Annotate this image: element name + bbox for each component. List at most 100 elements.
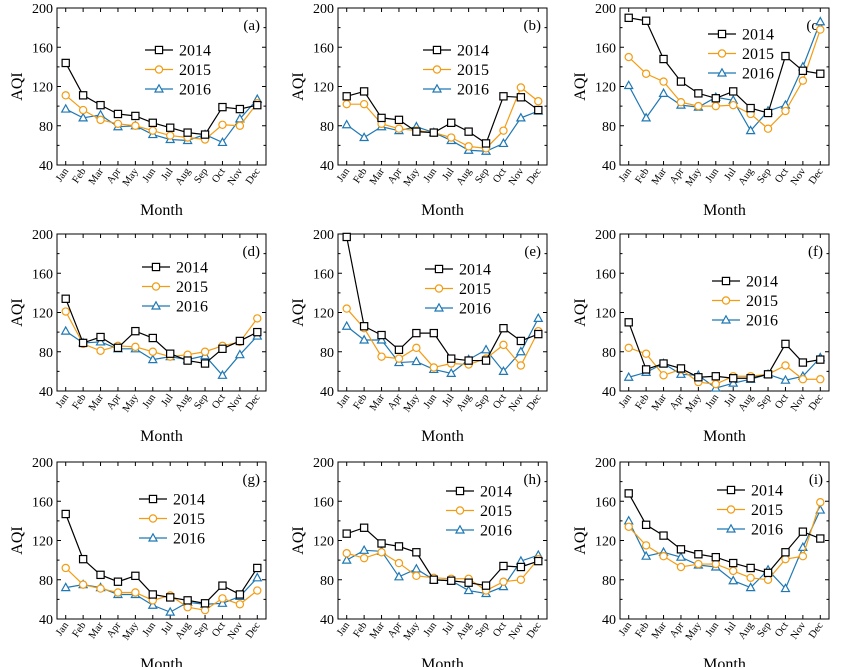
plot-frame xyxy=(56,233,267,392)
data-point-2015 xyxy=(729,100,738,110)
y-tick-label: 120 xyxy=(32,535,53,550)
legend-label: 2016 xyxy=(742,66,774,83)
x-tick-label: Sep xyxy=(473,620,491,639)
series-2014 xyxy=(61,294,262,368)
data-point-2014 xyxy=(464,356,473,365)
data-point-2014 xyxy=(464,127,473,136)
data-point-2014 xyxy=(481,581,491,590)
data-point-2016 xyxy=(498,137,509,148)
x-tick-label: May xyxy=(684,620,704,643)
data-point-2015 xyxy=(412,571,421,581)
x-tick-label: Mar xyxy=(650,392,669,413)
data-point-2014 xyxy=(235,336,245,346)
x-tick-label: Jan xyxy=(54,166,71,184)
data-point-2014 xyxy=(342,529,351,538)
legend: 2014 2015 2016 xyxy=(712,274,778,330)
x-tick-label: Feb xyxy=(634,166,652,185)
data-point-2015 xyxy=(148,347,157,356)
data-point-2016 xyxy=(147,599,158,609)
x-tick-label: Oct xyxy=(210,392,228,411)
data-point-2016 xyxy=(217,369,228,379)
data-point-2014 xyxy=(200,130,210,139)
legend-label: 2014 xyxy=(179,43,211,60)
legend-label: 2016 xyxy=(457,82,489,99)
series-2014 xyxy=(624,489,825,578)
data-point-2014 xyxy=(624,13,633,23)
x-tick-label: Dec xyxy=(807,392,826,412)
data-point-2015 xyxy=(781,361,790,370)
data-point-2015 xyxy=(516,83,526,92)
data-point-2016 xyxy=(675,368,686,378)
data-point-2016 xyxy=(376,334,387,344)
x-tick-label: May xyxy=(121,620,141,643)
data-point-2014 xyxy=(816,534,825,543)
panel-label: (d) xyxy=(243,244,261,260)
y-axis-title: AQI xyxy=(290,72,307,100)
data-point-2014 xyxy=(377,330,386,340)
data-point-2014 xyxy=(218,102,227,112)
data-point-2014 xyxy=(534,105,543,115)
y-tick-label: 80 xyxy=(39,120,53,135)
x-tick-label: Jun xyxy=(141,620,159,639)
legend-label: 2016 xyxy=(751,522,783,539)
x-tick-label: Sep xyxy=(192,392,210,411)
y-tick-label: 120 xyxy=(595,307,616,322)
x-tick-label: Aug xyxy=(455,166,475,188)
x-tick-label: Feb xyxy=(352,620,370,639)
data-point-2016 xyxy=(623,80,634,90)
data-point-2014 xyxy=(394,345,404,354)
x-tick-label: Sep xyxy=(192,166,210,185)
data-point-2016 xyxy=(745,582,756,592)
data-point-2015 xyxy=(798,76,808,85)
legend-marker xyxy=(433,302,445,312)
data-point-2014 xyxy=(659,359,668,368)
series-2014 xyxy=(61,509,262,608)
data-point-2014 xyxy=(359,523,369,532)
data-point-2015 xyxy=(166,131,175,140)
y-axis-title: AQI xyxy=(9,526,26,554)
data-point-2014 xyxy=(694,89,703,98)
data-point-2015 xyxy=(61,307,70,316)
x-axis-title: Month xyxy=(140,656,183,667)
data-point-2014 xyxy=(78,554,88,564)
y-axis-title: AQI xyxy=(9,72,26,100)
series-line-2016 xyxy=(65,330,258,377)
x-tick-label: Sep xyxy=(755,166,773,185)
data-point-2016 xyxy=(728,575,739,585)
data-point-2014 xyxy=(200,599,210,608)
x-tick-label: Dec xyxy=(244,166,263,186)
data-point-2015 xyxy=(394,558,404,568)
legend-label: 2014 xyxy=(480,484,512,501)
data-point-2014 xyxy=(412,127,421,136)
series-2014 xyxy=(342,232,543,365)
data-point-2014 xyxy=(659,531,668,540)
series-2015 xyxy=(624,498,825,584)
data-point-2014 xyxy=(763,370,773,379)
x-tick-label: May xyxy=(402,392,422,415)
x-tick-label: May xyxy=(402,620,422,643)
data-point-2015 xyxy=(659,552,668,561)
data-point-2014 xyxy=(235,590,245,599)
data-point-2016 xyxy=(393,571,404,581)
data-point-2015 xyxy=(624,52,633,62)
x-tick-label: Nov xyxy=(789,166,809,188)
legend-marker xyxy=(726,485,736,495)
y-tick-label: 80 xyxy=(320,120,334,135)
x-tick-label: Jan xyxy=(617,392,634,410)
x-axis-title: Month xyxy=(703,202,746,219)
x-tick-label: Dec xyxy=(244,620,263,640)
data-point-2014 xyxy=(359,87,369,96)
series-2014 xyxy=(61,58,262,139)
data-point-2014 xyxy=(516,336,526,346)
data-point-2014 xyxy=(781,51,790,61)
data-point-2014 xyxy=(78,91,88,100)
data-point-2015 xyxy=(624,522,633,531)
data-point-2015 xyxy=(516,361,526,370)
data-point-2015 xyxy=(200,347,210,356)
x-tick-label: Mar xyxy=(368,392,387,413)
x-tick-label: Jan xyxy=(335,620,352,638)
x-tick-label: Jan xyxy=(54,620,71,638)
y-tick-label: 40 xyxy=(39,159,53,174)
series-2015 xyxy=(624,25,825,133)
